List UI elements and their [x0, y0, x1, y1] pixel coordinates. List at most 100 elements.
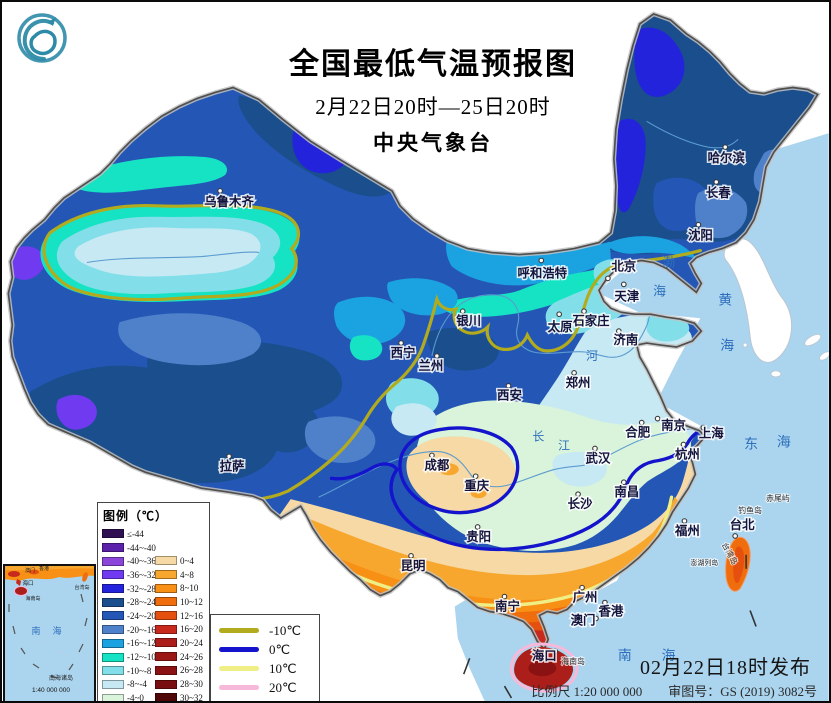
- city-marker: 沈阳: [686, 221, 714, 244]
- city-marker: 银川: [455, 308, 483, 330]
- city-marker: 兰州: [417, 353, 445, 374]
- city-marker: 海口: [530, 647, 559, 665]
- city-dot: [552, 648, 559, 655]
- legend-row: 30~32: [155, 691, 203, 701]
- city-marker: 太原: [546, 311, 575, 336]
- legend-row: -4~0: [102, 691, 156, 701]
- legend-swatch: [102, 570, 124, 580]
- legend-swatch: [102, 679, 124, 689]
- inset-taiwan: [82, 572, 88, 582]
- legend-column-warm: 0~4 4~8 8~10 10~12 12~16 16~20 20~24 24~26 26~28…: [155, 554, 203, 701]
- legend-swatch: [155, 624, 177, 634]
- legend-range-label: -36~-32: [127, 569, 156, 580]
- isotherm-row: 0℃: [219, 640, 311, 659]
- legend-row: 20~24: [155, 636, 203, 650]
- legend-swatch: [102, 638, 124, 648]
- city-marker: 南京: [654, 415, 687, 434]
- city-dot: [681, 518, 688, 524]
- city-dot: [581, 308, 587, 315]
- city-label: 北京: [611, 258, 636, 273]
- city-dot: [616, 328, 622, 334]
- sea-char: 海: [662, 648, 676, 664]
- legend-range-label: -20~-16: [127, 624, 156, 635]
- city-label: 济南: [613, 332, 638, 347]
- sea-char: 黄: [718, 292, 732, 308]
- city-label: 上海: [699, 426, 724, 441]
- minor-islands: [742, 334, 829, 378]
- legend-row: -32~-28: [102, 582, 156, 596]
- inset-label: 海: [52, 625, 61, 636]
- city-dot: [571, 370, 577, 376]
- city-marker: 上海: [697, 424, 725, 442]
- city-dot: [459, 308, 466, 315]
- city-label: 乌鲁木齐: [204, 194, 254, 209]
- legend-swatch: [155, 611, 177, 621]
- isotherm-label: -10℃: [269, 622, 301, 638]
- legend-range-label: 8~10: [180, 583, 199, 594]
- city-label: 南京: [661, 418, 686, 433]
- legend-range-label: 16~20: [180, 624, 203, 635]
- city-dot: [700, 424, 707, 431]
- city-label: 澳门: [571, 612, 596, 627]
- legend-row: -10~-8: [102, 664, 156, 678]
- legend-row: 12~16: [155, 609, 203, 623]
- isotherm-line-sample: [219, 685, 259, 690]
- city-dot: [556, 311, 563, 318]
- legend-range-label: -40~-36: [127, 556, 156, 567]
- legend-range-label: 24~26: [180, 651, 203, 662]
- city-marker: 重庆: [463, 473, 491, 495]
- legend-row: -36~-32: [102, 568, 156, 582]
- city-label: 长春: [706, 185, 731, 200]
- city-dot: [638, 419, 645, 426]
- city-label: 福州: [674, 523, 700, 538]
- isotherm-label: 20℃: [269, 679, 297, 695]
- legend-swatch: [102, 543, 124, 553]
- map-scale: 比例尺 1:20 000 000: [531, 684, 643, 699]
- legend-swatch: [155, 556, 177, 566]
- legend-swatch: [155, 583, 177, 593]
- city-dot: [722, 144, 729, 151]
- legend-range-label: ≤-44: [127, 528, 144, 539]
- legend-range-label: 0~4: [180, 555, 194, 566]
- city-label: 武汉: [586, 450, 611, 465]
- legend-row: 4~8: [155, 568, 203, 582]
- sea-char: 海: [720, 338, 734, 354]
- korea-peninsula: [723, 238, 793, 363]
- city-dot: [575, 491, 581, 498]
- legend-swatch: [102, 625, 124, 635]
- river-char: 江: [558, 438, 570, 452]
- isotherm-line-sample: [219, 666, 259, 671]
- legend-range-label: 28~30: [180, 679, 203, 690]
- map-title: 全国最低气温预报图: [289, 48, 577, 81]
- city-marker: 石家庄: [570, 308, 612, 330]
- legend-range-label: -10~-8: [127, 665, 152, 676]
- city-dot: [538, 257, 545, 264]
- city-marker: 郑州: [564, 370, 592, 391]
- city-label: 南昌: [614, 484, 639, 499]
- legend-swatch: [155, 679, 177, 689]
- legend-row: -24~-20: [102, 609, 156, 623]
- city-dot: [217, 188, 223, 194]
- inset-label: 台湾岛: [74, 584, 89, 591]
- isotherm-rows: -10℃ 0℃ 10℃ 20℃: [219, 621, 311, 697]
- legend-row: -16~-12: [102, 637, 156, 651]
- river-char: 河: [586, 349, 598, 363]
- inset-label: 1:40 000 000: [32, 687, 70, 694]
- city-dot: [398, 340, 404, 346]
- city-marker: 合肥: [624, 419, 652, 441]
- city-label: 拉萨: [220, 458, 245, 473]
- sea-char: 海: [777, 434, 791, 450]
- legend-row: -44~-40: [102, 541, 156, 555]
- legend-swatch: [155, 665, 177, 675]
- isotherm-label: 10℃: [269, 660, 297, 676]
- city-marker: 武汉: [584, 445, 612, 467]
- legend-range-label: -16~-12: [127, 638, 156, 649]
- city-dot: [408, 552, 414, 559]
- city-marker: 呼和浩特: [516, 257, 569, 282]
- legend-row: 24~26: [155, 650, 203, 664]
- city-dot: [593, 615, 599, 622]
- isotherm-line-sample: [219, 647, 259, 652]
